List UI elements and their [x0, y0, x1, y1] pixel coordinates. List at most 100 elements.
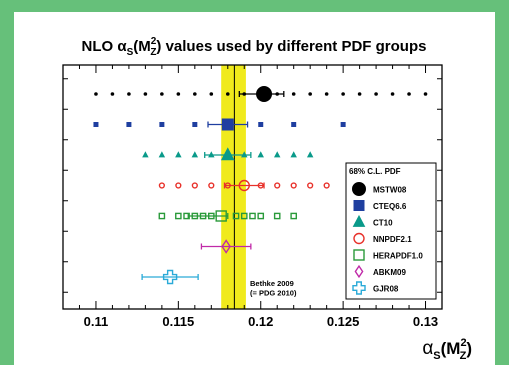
grid-point-shape: [159, 152, 164, 157]
grid-point: [341, 123, 345, 127]
x-tick-label: 0.125: [327, 314, 360, 329]
grid-point-shape: [210, 93, 213, 96]
grid-point: [143, 152, 148, 157]
grid-point: [192, 183, 197, 188]
grid-point-shape: [259, 123, 263, 127]
grid-point: [159, 152, 164, 157]
legend-label: CT10: [373, 219, 393, 228]
grid-point: [160, 123, 164, 127]
legend-label: MSTW08: [373, 186, 407, 195]
xlabel-paren-close: ): [466, 339, 472, 358]
grid-point-shape: [226, 93, 229, 96]
central-value-shape: [222, 119, 233, 130]
legend-label: HERAPDF1.0: [373, 252, 423, 261]
grid-point-shape: [325, 93, 328, 96]
title-suffix: ) values used by different PDF groups: [156, 38, 426, 55]
grid-point: [193, 123, 197, 127]
grid-point-shape: [192, 152, 197, 157]
grid-point-shape: [292, 123, 296, 127]
grid-point-shape: [94, 123, 98, 127]
legend-label: GJR08: [373, 285, 399, 294]
grid-point-shape: [250, 213, 255, 218]
grid-point: [209, 183, 214, 188]
series-gjr08: [142, 271, 198, 284]
grid-point-shape: [308, 183, 313, 188]
grid-point-shape: [159, 183, 164, 188]
grid-point: [308, 183, 313, 188]
x-tick-label: 0.115: [162, 314, 194, 329]
grid-point-shape: [95, 93, 98, 96]
grid-point-shape: [358, 93, 361, 96]
grid-point-shape: [176, 213, 181, 218]
grid-point: [342, 93, 345, 96]
x-tick-label: 0.11: [84, 314, 109, 329]
grid-point: [176, 152, 181, 157]
grid-point: [424, 93, 427, 96]
grid-point: [127, 123, 131, 127]
grid-point: [95, 93, 98, 96]
legend-title: 68% C.L. PDF: [349, 167, 401, 176]
grid-point: [210, 93, 213, 96]
grid-point: [275, 183, 280, 188]
grid-point-shape: [159, 213, 164, 218]
grid-point: [408, 93, 411, 96]
grid-point: [177, 93, 180, 96]
grid-point: [358, 93, 361, 96]
grid-point: [292, 93, 295, 96]
grid-point: [111, 93, 114, 96]
grid-point-shape: [291, 183, 296, 188]
grid-point: [258, 152, 263, 157]
series-ct10: [143, 148, 313, 159]
x-tick-label: 0.13: [413, 314, 438, 329]
x-axis-label: αS(M2 Z): [422, 337, 472, 362]
xlabel-paren-open: (M: [441, 339, 461, 358]
title-paren-open: (M: [133, 38, 151, 55]
grid-point-shape: [192, 183, 197, 188]
grid-point-shape: [275, 213, 280, 218]
grid-point: [291, 183, 296, 188]
grid-point: [144, 93, 147, 96]
legend-marker-shape: [353, 183, 366, 196]
xlabel-sub: S: [433, 350, 440, 362]
grid-point-shape: [176, 183, 181, 188]
grid-point: [128, 93, 131, 96]
grid-point-shape: [160, 123, 164, 127]
xlabel-alpha: α: [422, 338, 433, 359]
legend-label: NNPDF2.1: [373, 235, 412, 244]
legend-marker: [354, 201, 364, 211]
grid-point-shape: [177, 93, 180, 96]
grid-point-shape: [193, 123, 197, 127]
grid-point: [176, 183, 181, 188]
central-value: [257, 87, 272, 102]
world-average-note: (= PDG 2010): [250, 289, 297, 298]
world-average-note: Bethke 2009: [250, 279, 294, 288]
grid-point: [94, 123, 98, 127]
grid-point: [176, 213, 181, 218]
grid-point-shape: [308, 152, 313, 157]
legend-label: CTEQ6.6: [373, 202, 407, 211]
grid-point-shape: [128, 93, 131, 96]
grid-point-shape: [258, 213, 263, 218]
legend-marker-shape: [354, 201, 364, 211]
grid-point-shape: [275, 152, 280, 157]
grid-point-shape: [291, 152, 296, 157]
grid-point: [325, 93, 328, 96]
grid-point-shape: [291, 213, 296, 218]
grid-point: [159, 183, 164, 188]
grid-point: [258, 213, 263, 218]
grid-point: [292, 123, 296, 127]
grid-point-shape: [424, 93, 427, 96]
legend-marker: [353, 183, 366, 196]
central-value-shape: [257, 87, 272, 102]
series-cteq6-6: [94, 119, 345, 130]
x-tick-label: 0.12: [248, 314, 273, 329]
grid-point: [291, 213, 296, 218]
grid-point-shape: [342, 93, 345, 96]
grid-point-shape: [194, 93, 197, 96]
grid-point: [159, 213, 164, 218]
grid-point: [275, 213, 280, 218]
grid-point: [226, 93, 229, 96]
grid-point: [309, 93, 312, 96]
grid-point: [194, 93, 197, 96]
